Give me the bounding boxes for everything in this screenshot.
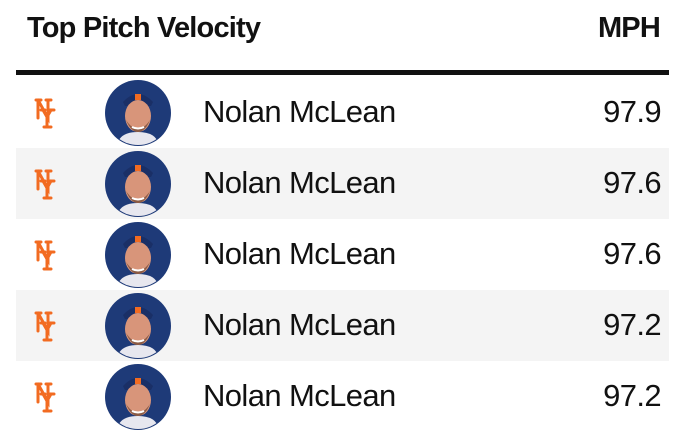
leader-row: Nolan McLean 97.2 — [16, 361, 669, 432]
logo-wrap — [34, 380, 60, 419]
logo-wrap — [34, 96, 60, 135]
velocity-value: 97.6 — [603, 236, 662, 271]
player-name: Nolan McLean — [203, 378, 396, 413]
team-logo — [34, 311, 56, 342]
avatar-wrap — [105, 151, 171, 222]
velocity-value: 97.2 — [603, 307, 662, 342]
player-avatar — [105, 364, 171, 430]
title: Top Pitch Velocity — [27, 12, 261, 44]
velocity-value: 97.6 — [603, 165, 662, 200]
leader-row: Nolan McLean 97.6 — [16, 148, 669, 219]
avatar-wrap — [105, 222, 171, 293]
player-name: Nolan McLean — [203, 307, 396, 342]
leader-row: Nolan McLean 97.6 — [16, 219, 669, 290]
player-avatar — [105, 80, 171, 146]
player-avatar — [105, 293, 171, 359]
team-logo — [34, 98, 56, 129]
avatar-wrap — [105, 80, 171, 151]
logo-wrap — [34, 238, 60, 277]
avatar-wrap — [105, 364, 171, 435]
team-logo — [34, 240, 56, 271]
player-name: Nolan McLean — [203, 94, 396, 129]
unit-header: MPH — [597, 12, 661, 44]
team-logo — [34, 382, 56, 413]
team-logo — [34, 169, 56, 200]
player-name: Nolan McLean — [203, 165, 396, 200]
velocity-value: 97.2 — [603, 378, 662, 413]
logo-wrap — [34, 167, 60, 206]
player-name: Nolan McLean — [203, 236, 396, 271]
avatar-wrap — [105, 293, 171, 364]
player-avatar — [105, 222, 171, 288]
player-avatar — [105, 151, 171, 217]
velocity-value: 97.9 — [603, 94, 662, 129]
logo-wrap — [34, 309, 60, 348]
header-rule — [16, 70, 669, 75]
leader-row: Nolan McLean 97.2 — [16, 290, 669, 361]
leader-row: Nolan McLean 97.9 — [16, 77, 669, 148]
